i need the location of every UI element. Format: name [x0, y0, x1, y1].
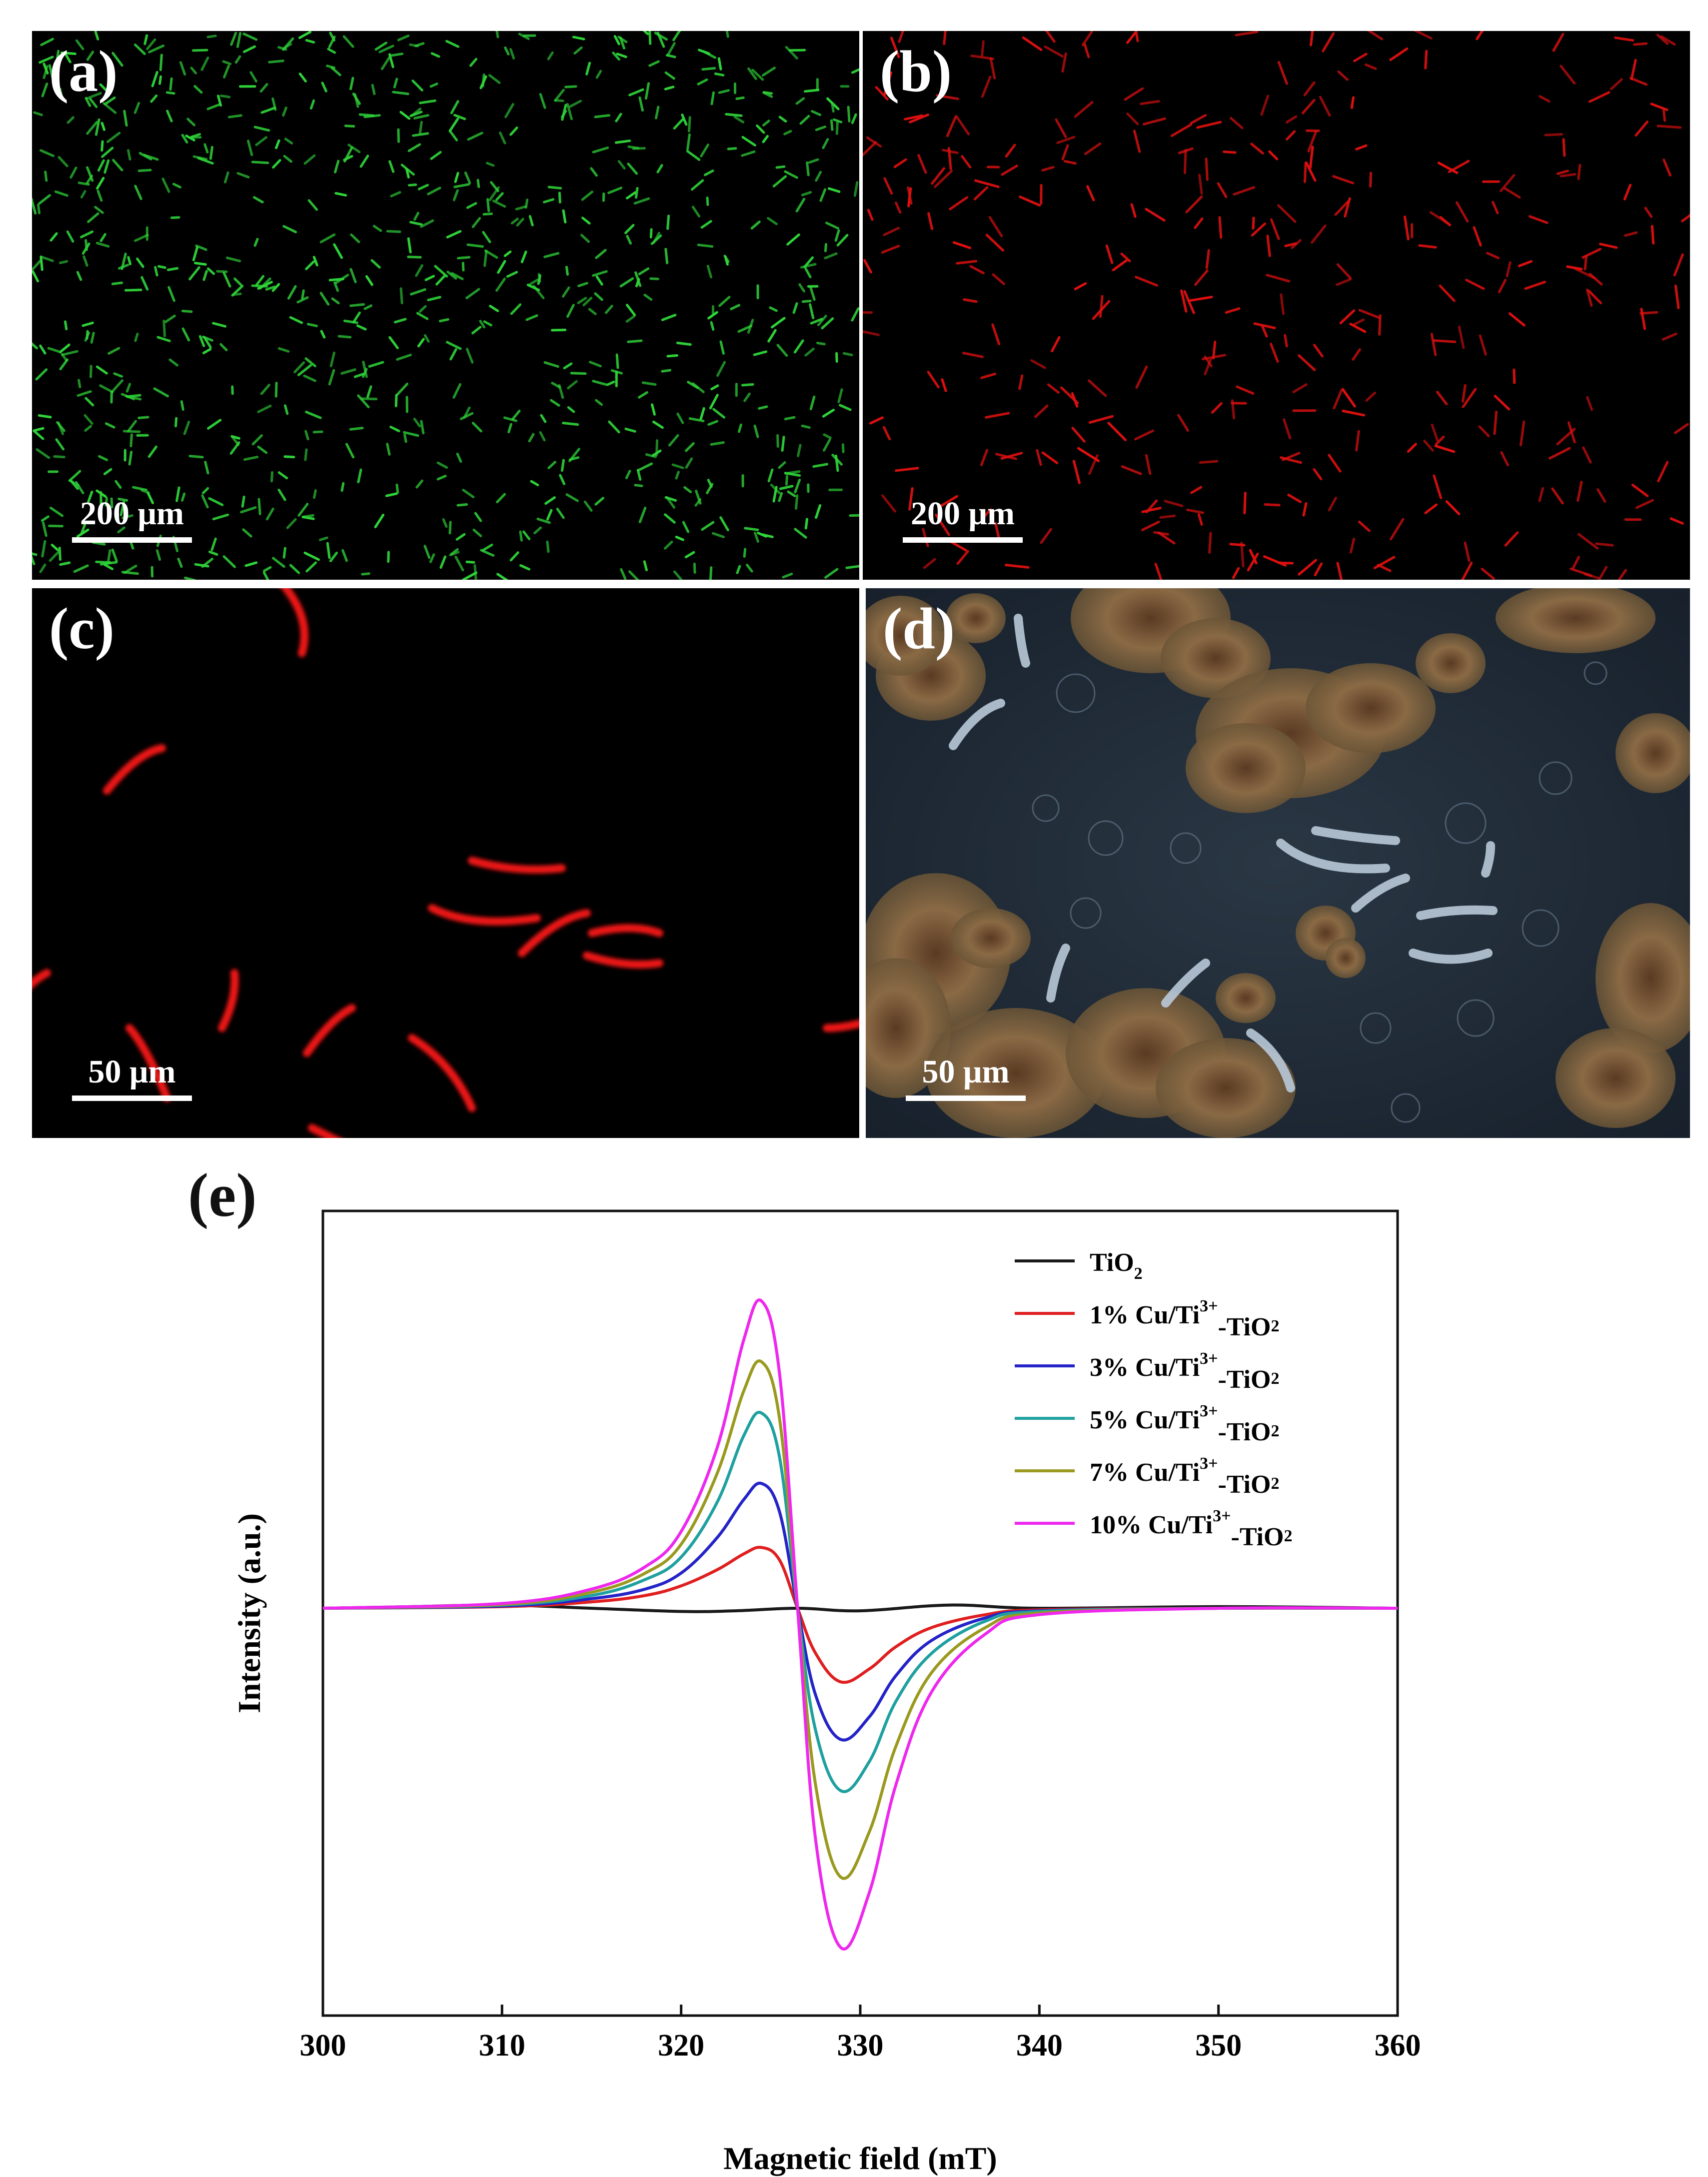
x-axis-ticks: 300 310 320 330 340 350 360	[300, 2005, 1421, 2063]
y-axis-title: Intensity (a.u.)	[231, 1513, 267, 1713]
legend-label-5: 10% Cu/Ti3+-TiO2	[1090, 1507, 1292, 1551]
micrograph-panel-d: (d) 50 μm	[866, 588, 1690, 1138]
x-tick-label-4: 340	[1016, 2029, 1063, 2063]
scale-bar-b: 200 μm	[903, 497, 1023, 543]
scale-bar-label-c: 50 μm	[88, 1054, 176, 1090]
scale-bar-label-b: 200 μm	[911, 495, 1015, 532]
panel-label-b: (b)	[880, 38, 952, 104]
scale-bar-line-d	[906, 1095, 1026, 1101]
legend-label-2: 3% Cu/Ti3+-TiO2	[1090, 1349, 1279, 1394]
scale-bar-line-b	[903, 537, 1023, 543]
x-tick-label-0: 300	[300, 2029, 346, 2063]
scale-bar-label-d: 50 μm	[922, 1054, 1010, 1090]
scale-bar-d: 50 μm	[906, 1056, 1026, 1101]
legend-label-4: 7% Cu/Ti3+-TiO2	[1090, 1454, 1279, 1499]
bright-field-image	[866, 588, 1690, 1138]
scale-bar-c: 50 μm	[72, 1056, 192, 1101]
legend-label-1: 1% Cu/Ti3+-TiO2	[1090, 1297, 1279, 1341]
scale-bar-label-a: 200 μm	[80, 495, 184, 532]
series-line-5	[322, 1298, 1398, 1951]
x-tick-label-1: 310	[479, 2029, 525, 2063]
scale-bar-line-c	[72, 1095, 192, 1101]
red-fluorescence-image	[863, 31, 1690, 580]
x-tick-label-6: 360	[1375, 2029, 1421, 2063]
legend-label-3: 5% Cu/Ti3+-TiO2	[1090, 1402, 1279, 1446]
panel-label-a: (a)	[49, 38, 118, 104]
x-tick-label-5: 350	[1195, 2029, 1242, 2063]
panel-label-c: (c)	[49, 596, 114, 661]
scale-bar-a: 200 μm	[72, 497, 192, 543]
scale-bar-line-a	[72, 537, 192, 543]
legend: TiO2 1% Cu/Ti3+-TiO2 3% Cu/Ti3+-TiO2 5% Cu/…	[1015, 1248, 1292, 1551]
magnified-red-fluorescence-image	[32, 588, 859, 1138]
green-fluorescence-image	[32, 31, 859, 580]
legend-label-0: TiO2	[1090, 1248, 1143, 1283]
series-line-3	[322, 1410, 1398, 1793]
series-line-1	[322, 1545, 1398, 1684]
micrograph-panel-b: (b) 200 μm	[863, 31, 1690, 580]
micrograph-panel-a: (a) 200 μm	[32, 31, 859, 580]
x-tick-label-3: 330	[837, 2029, 884, 2063]
micrograph-panel-c: (c) 50 μm	[32, 588, 859, 1138]
series-layer	[322, 1298, 1398, 1951]
panel-label-e: (e)	[188, 1161, 257, 1229]
panel-label-d: (d)	[883, 596, 955, 661]
x-axis-title: Magnetic field (mT)	[723, 2141, 997, 2176]
x-tick-label-2: 320	[658, 2029, 704, 2063]
